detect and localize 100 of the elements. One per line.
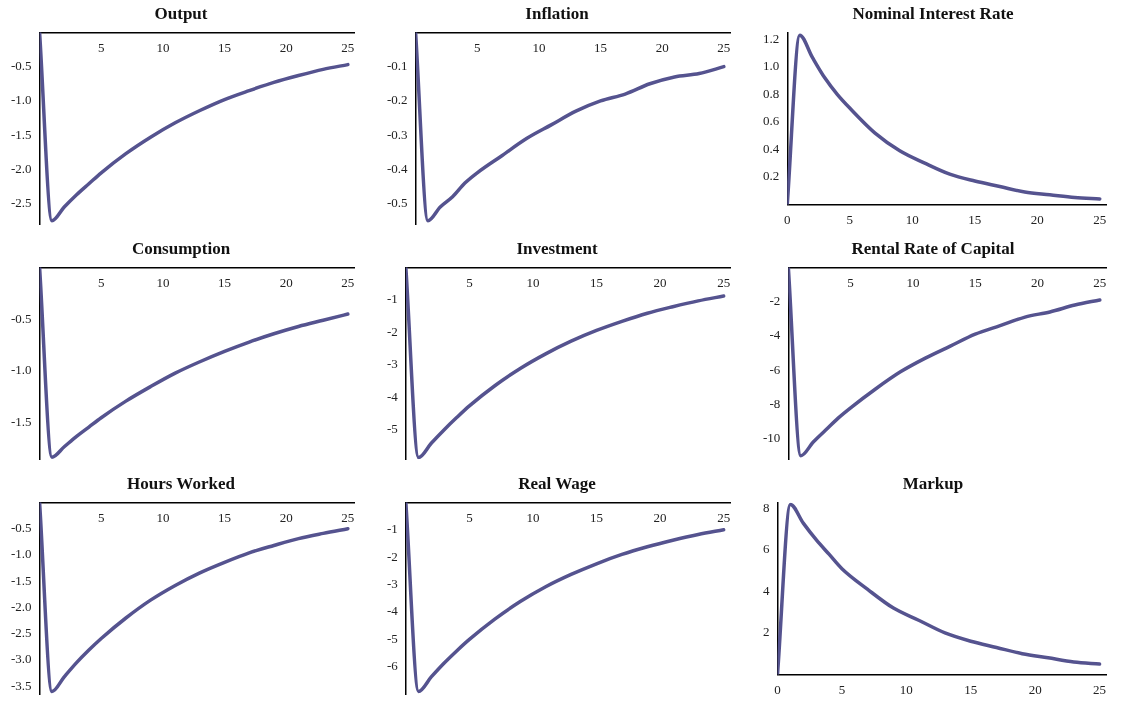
x-tick-label: 25: [1093, 681, 1107, 697]
x-tick-label: 15: [964, 681, 978, 697]
y-tick-label: 1.2: [763, 30, 780, 46]
x-tick-label: 25: [341, 39, 355, 55]
x-tick-label: 20: [1030, 274, 1044, 290]
x-tick-label: 20: [1030, 211, 1044, 227]
x-tick-label: 20: [1028, 681, 1042, 697]
x-tick-label: 5: [847, 274, 854, 290]
x-tick-label: 15: [590, 509, 604, 525]
y-tick-label: -0.5: [10, 310, 32, 326]
chart-title: Real Wage: [518, 473, 597, 493]
y-tick-label: -1: [386, 291, 398, 307]
x-tick-label: 15: [218, 274, 232, 290]
y-tick-label: -0.3: [386, 126, 408, 142]
y-tick-label: 8: [763, 500, 770, 516]
y-tick-label: -0.1: [386, 58, 408, 74]
y-tick-label: -2.0: [10, 160, 32, 176]
y-tick-label: 0.4: [763, 140, 780, 156]
x-tick-label: 10: [532, 39, 546, 55]
y-tick-label: -3: [386, 356, 398, 372]
y-tick-label: -1.0: [10, 362, 32, 378]
x-tick-label: 10: [156, 274, 170, 290]
x-tick-label: 15: [218, 509, 232, 525]
y-tick-label: -2.5: [10, 625, 32, 641]
x-tick-label: 25: [341, 274, 355, 290]
y-tick-label: -6: [386, 658, 399, 674]
x-tick-label: 5: [466, 509, 473, 525]
chart-title: Investment: [516, 238, 598, 258]
y-tick-label: -3: [386, 576, 398, 592]
x-tick-label: 20: [653, 509, 667, 525]
x-tick-label: 5: [838, 681, 846, 697]
x-tick-label: 15: [590, 274, 604, 290]
y-tick-label: 0.8: [763, 85, 780, 101]
x-tick-label: 10: [156, 509, 170, 525]
x-tick-label: 0: [774, 681, 781, 697]
y-tick-label: -2.0: [10, 598, 32, 614]
x-tick-label: 20: [653, 274, 667, 290]
y-tick-label: -0.2: [386, 92, 408, 108]
y-tick-label: -4: [386, 388, 399, 404]
y-tick-label: -0.5: [10, 520, 32, 536]
y-tick-label: -10: [762, 430, 781, 446]
chart-title: Hours Worked: [127, 473, 236, 493]
y-tick-label: -4: [769, 327, 781, 343]
chart-title: Markup: [902, 473, 964, 493]
y-tick-label: -1: [386, 521, 398, 537]
x-tick-label: 15: [968, 274, 982, 290]
x-tick-label: 25: [717, 39, 731, 55]
x-tick-label: 15: [594, 39, 608, 55]
y-tick-label: -8: [769, 395, 781, 411]
y-tick-label: 2: [763, 624, 770, 640]
x-tick-label: 10: [905, 211, 919, 227]
x-tick-label: 5: [97, 274, 105, 290]
x-tick-label: 25: [717, 274, 731, 290]
y-tick-label: -0.5: [386, 195, 408, 211]
y-tick-label: 4: [763, 582, 770, 598]
x-tick-label: 25: [1093, 211, 1107, 227]
x-tick-label: 5: [97, 39, 105, 55]
y-tick-label: -6: [769, 361, 781, 377]
y-tick-label: 1.0: [763, 58, 780, 74]
y-tick-label: -1.5: [10, 126, 32, 142]
y-tick-label: -0.5: [10, 58, 32, 74]
chart-title: Output: [154, 3, 208, 23]
x-tick-label: 25: [717, 509, 731, 525]
y-tick-label: -1.5: [10, 414, 32, 430]
y-tick-label: 0.2: [763, 168, 780, 184]
y-tick-label: -1.0: [10, 92, 32, 108]
y-tick-label: -4: [386, 603, 399, 619]
y-tick-label: 6: [763, 541, 770, 557]
chart-title: Inflation: [525, 3, 590, 23]
y-tick-label: -2.5: [10, 195, 32, 211]
x-tick-label: 20: [279, 274, 293, 290]
x-tick-label: 5: [473, 39, 481, 55]
x-tick-label: 10: [156, 39, 170, 55]
y-tick-label: 0.6: [763, 113, 780, 129]
x-tick-label: 25: [1093, 274, 1107, 290]
y-tick-label: -2: [769, 293, 781, 309]
x-tick-label: 25: [341, 509, 355, 525]
y-tick-label: -1.0: [10, 546, 32, 562]
x-tick-label: 5: [466, 274, 473, 290]
y-tick-label: -5: [386, 421, 398, 437]
y-tick-label: -2: [386, 548, 398, 564]
x-tick-label: 10: [899, 681, 913, 697]
x-tick-label: 20: [279, 39, 293, 55]
x-tick-label: 5: [97, 509, 105, 525]
x-tick-label: 0: [784, 211, 791, 227]
chart-title: Rental Rate of Capital: [851, 238, 1015, 258]
x-tick-label: 10: [526, 509, 540, 525]
y-tick-label: -3.0: [10, 651, 32, 667]
chart-title: Consumption: [131, 238, 231, 258]
x-tick-label: 20: [279, 509, 293, 525]
x-tick-label: 10: [526, 274, 540, 290]
x-tick-label: 15: [218, 39, 232, 55]
y-tick-label: -3.5: [10, 677, 32, 693]
chart-title: Nominal Interest Rate: [852, 3, 1015, 23]
x-tick-label: 15: [968, 211, 982, 227]
x-tick-label: 5: [846, 211, 853, 227]
y-tick-label: -2: [386, 323, 398, 339]
y-tick-label: -1.5: [10, 572, 32, 588]
y-tick-label: -0.4: [386, 160, 409, 176]
x-tick-label: 20: [655, 39, 669, 55]
